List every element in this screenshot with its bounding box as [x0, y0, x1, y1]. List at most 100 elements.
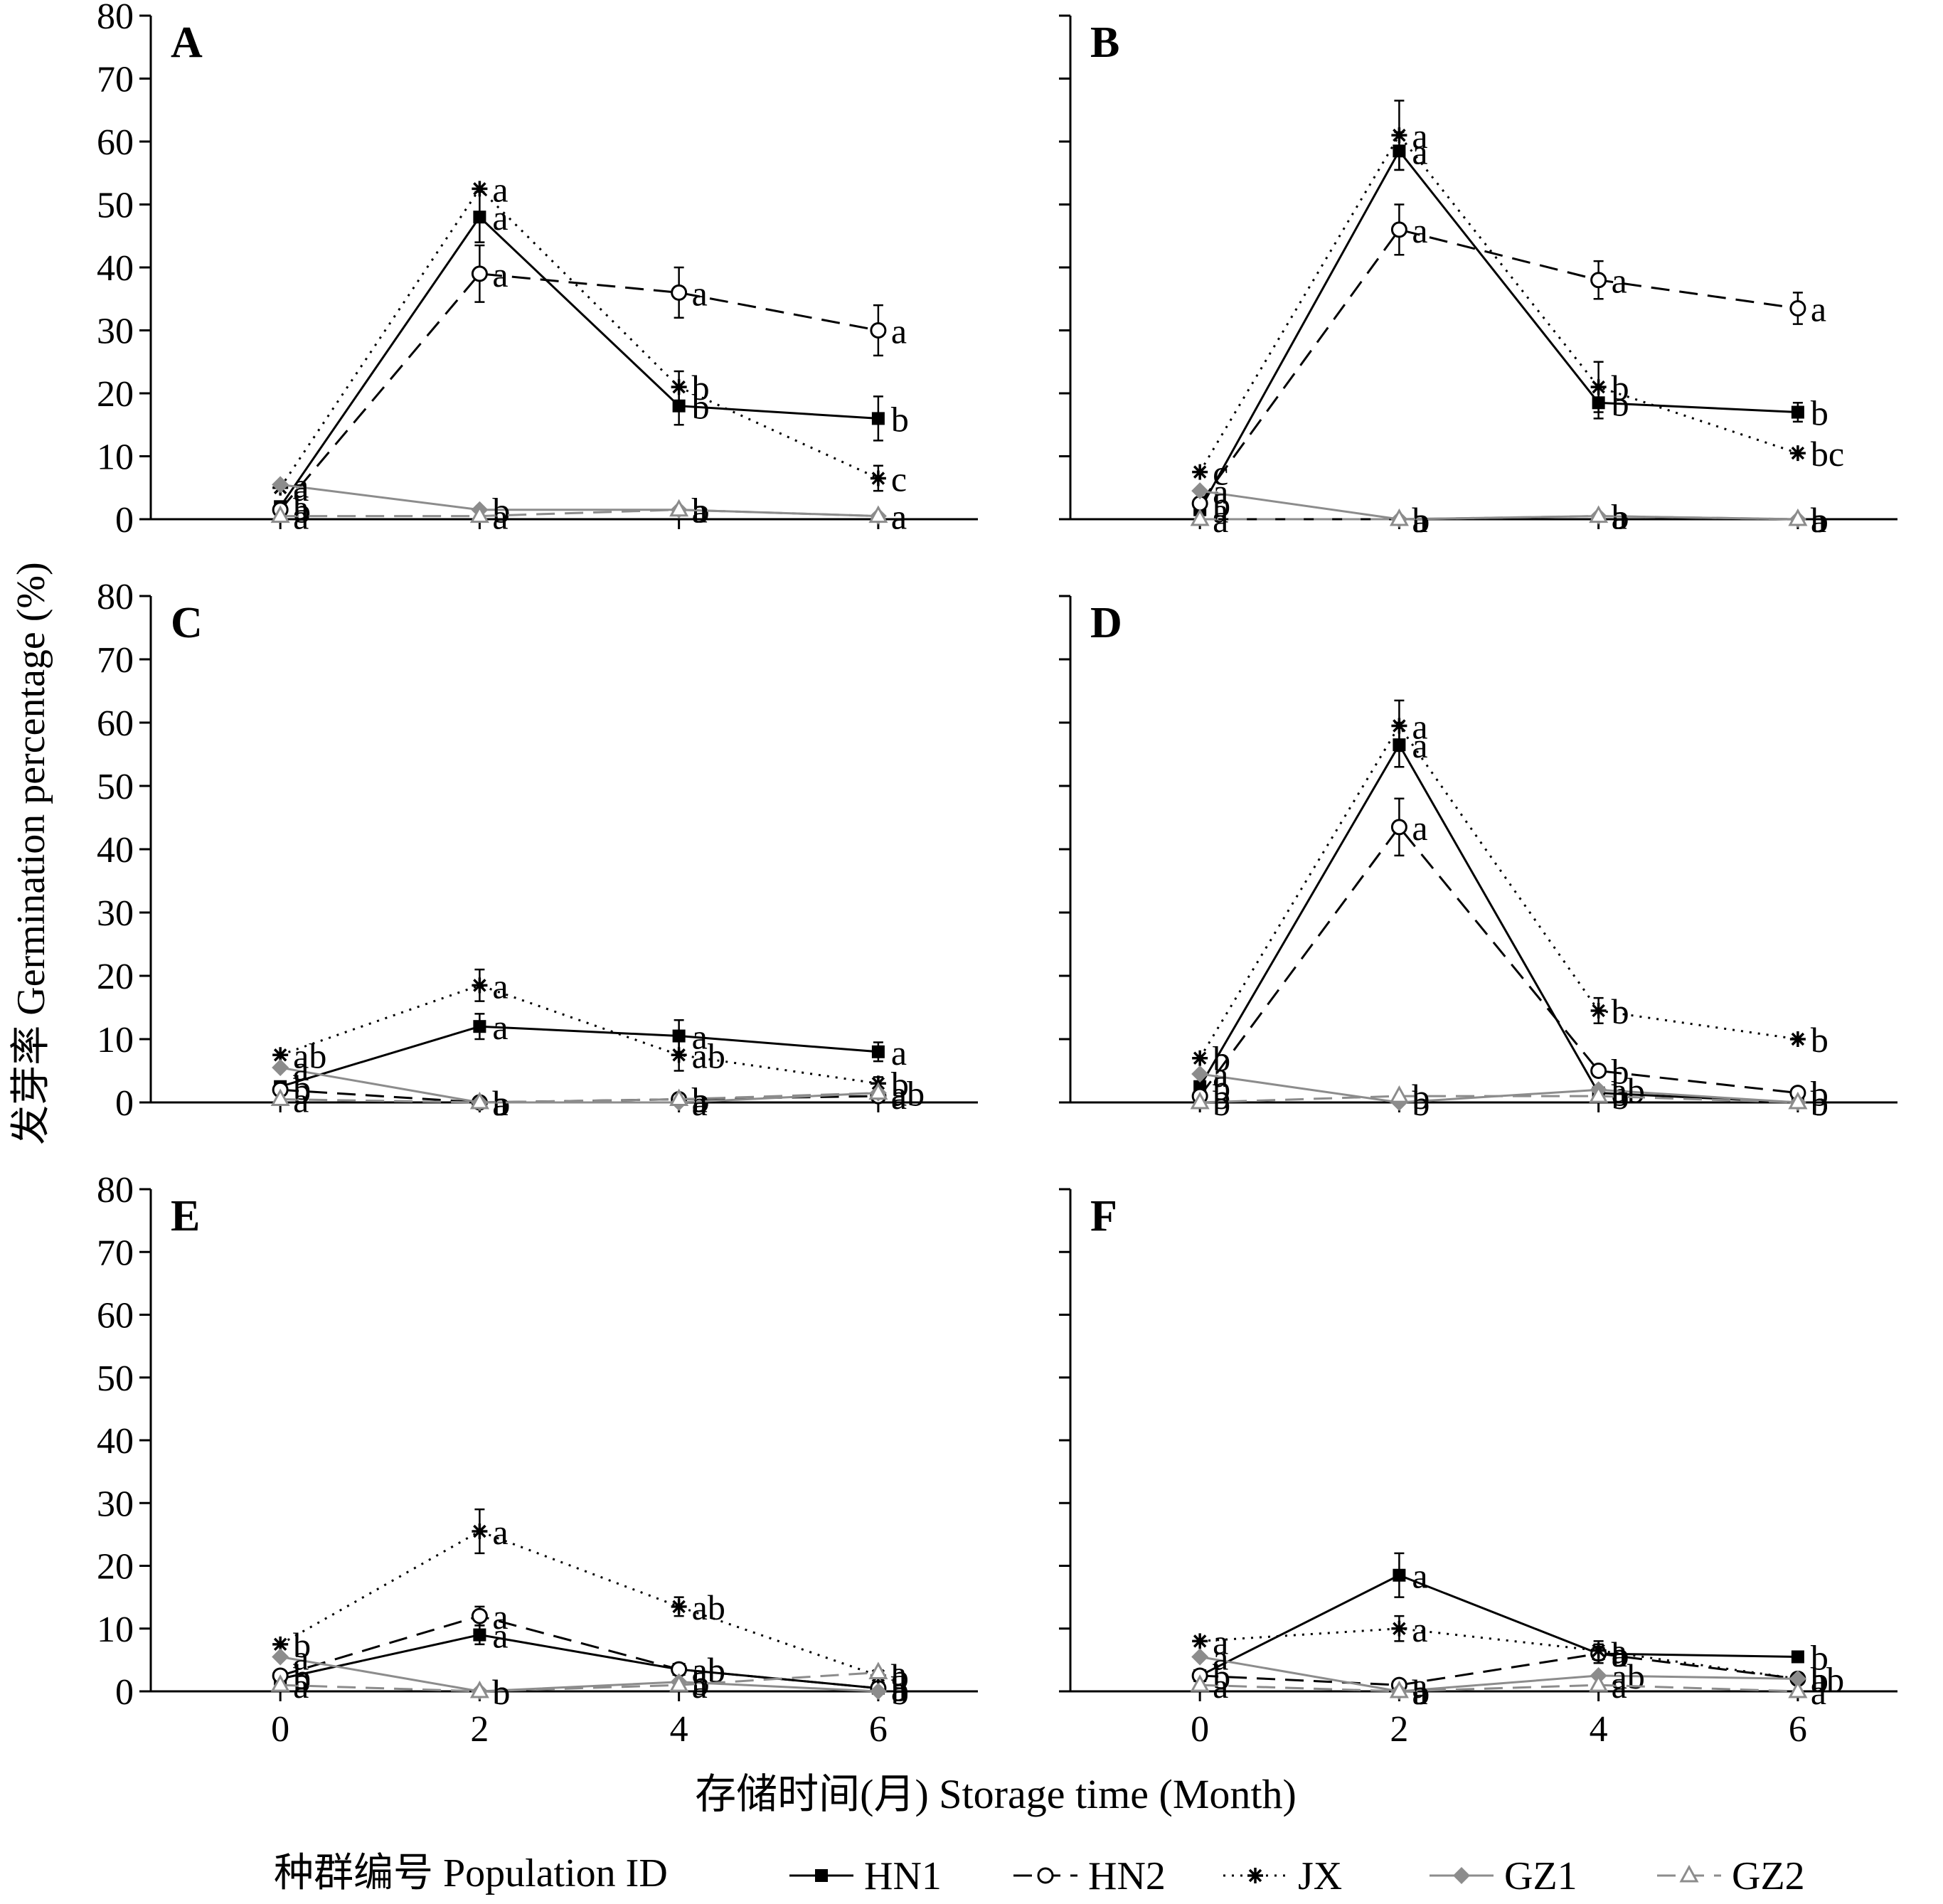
data-point: [1391, 127, 1407, 144]
data-point: [471, 1607, 488, 1624]
x-tick-label: 6: [869, 1709, 888, 1750]
data-point: [671, 284, 688, 301]
legend-label: HN2: [1088, 1854, 1166, 1898]
y-tick-label: 50: [97, 186, 134, 226]
significance-letter: a: [891, 497, 907, 537]
data-point: [270, 505, 290, 523]
significance-letter: b: [1811, 1083, 1828, 1123]
significance-letter: a: [891, 1654, 907, 1693]
legend: 种群编号 Population ID HN1 HN2 JX GZ1 GZ2: [274, 1851, 1805, 1898]
series-line: [1198, 228, 1799, 504]
significance-letter: b: [1612, 991, 1629, 1031]
significance-letter: a: [492, 1512, 508, 1552]
data-point: [1192, 1633, 1208, 1649]
significance-letter: ab: [1811, 1659, 1844, 1699]
significance-letter: a: [1213, 1637, 1228, 1677]
significance-letter: b: [692, 368, 710, 408]
series-line: [280, 1092, 878, 1104]
significance-letter: a: [492, 169, 508, 209]
significance-letter: a: [891, 1669, 907, 1709]
data-point: [1390, 221, 1407, 238]
y-tick-label: 30: [97, 893, 134, 934]
legend-label: GZ1: [1504, 1854, 1577, 1898]
series-line: [1199, 1655, 1798, 1693]
data-point: [1391, 1620, 1407, 1637]
significance-letter: b: [1811, 1637, 1828, 1677]
significance-letter: a: [1612, 1632, 1627, 1671]
y-tick-label: 40: [97, 830, 134, 871]
data-point: [270, 1674, 290, 1692]
data-point: [272, 476, 289, 494]
panel-label: C: [171, 599, 203, 647]
data-point: [1791, 405, 1804, 419]
significance-letter: a: [293, 469, 309, 509]
legend-label: GZ2: [1732, 1854, 1805, 1898]
y-axis-label: 发芽率 Germination percentage (%): [9, 562, 53, 1144]
significance-letter: a: [1213, 1055, 1228, 1095]
significance-letter: b: [891, 1669, 909, 1709]
data-point: [671, 1598, 687, 1615]
series-line: [1200, 515, 1798, 521]
data-point: [473, 211, 486, 224]
significance-letter: a: [692, 1666, 708, 1706]
significance-letter: b: [891, 1672, 909, 1712]
series-line: [279, 215, 878, 508]
significance-letter: ab: [692, 1587, 725, 1627]
data-point: [1789, 300, 1806, 317]
significance-letter: b: [1612, 368, 1629, 408]
data-point: [471, 265, 488, 282]
y-tick-label: 80: [97, 0, 134, 37]
data-point: [1789, 1670, 1806, 1688]
legend-marker: [1037, 1867, 1054, 1884]
data-point: [869, 1683, 887, 1700]
data-point: [1789, 445, 1806, 462]
significance-letter: a: [293, 1080, 309, 1120]
y-tick-label: 80: [97, 1170, 134, 1211]
significance-letter: a: [293, 1048, 309, 1088]
data-point: [871, 1045, 885, 1058]
series-line: [280, 1655, 878, 1693]
panel-label: F: [1090, 1192, 1117, 1240]
data-point: [1190, 1091, 1210, 1110]
series-JX: b a b b: [1192, 699, 1828, 1079]
significance-letter: b: [293, 1070, 311, 1110]
significance-letter: b: [293, 1659, 311, 1699]
data-point: [1391, 718, 1407, 734]
significance-letter: bc: [1811, 434, 1844, 474]
data-point: [1791, 1650, 1804, 1664]
significance-letter: a: [293, 497, 309, 537]
y-tick-label: 50: [97, 1358, 134, 1399]
series-line: [1198, 149, 1798, 511]
data-point: [1191, 482, 1209, 500]
significance-letter: a: [692, 1080, 708, 1120]
legend-entry-HN2: HN2: [1013, 1854, 1166, 1898]
data-point: [669, 499, 689, 517]
y-tick-label: 40: [97, 1421, 134, 1462]
significance-letter: b: [1811, 1659, 1828, 1699]
data-point: [473, 1020, 486, 1033]
series-line: [280, 1671, 878, 1693]
data-point: [1393, 1568, 1406, 1582]
x-tick-label: 0: [1191, 1709, 1209, 1750]
series-line: [1198, 743, 1798, 1104]
y-tick-label: 40: [97, 248, 134, 289]
y-tick-label: 10: [97, 437, 134, 478]
significance-letter: b: [891, 399, 909, 439]
significance-letter: b: [1213, 484, 1230, 524]
data-point: [473, 1628, 486, 1642]
significance-letter: a: [1412, 211, 1427, 250]
data-point: [469, 1091, 489, 1110]
y-tick-label: 0: [115, 500, 134, 541]
y-tick-label: 60: [97, 122, 134, 163]
y-tick-label: 20: [97, 374, 134, 415]
significance-letter: ab: [1612, 1656, 1645, 1696]
significance-letter: ab: [293, 1036, 326, 1075]
significance-letter: a: [891, 1033, 907, 1073]
significance-letter: a: [492, 1007, 508, 1047]
